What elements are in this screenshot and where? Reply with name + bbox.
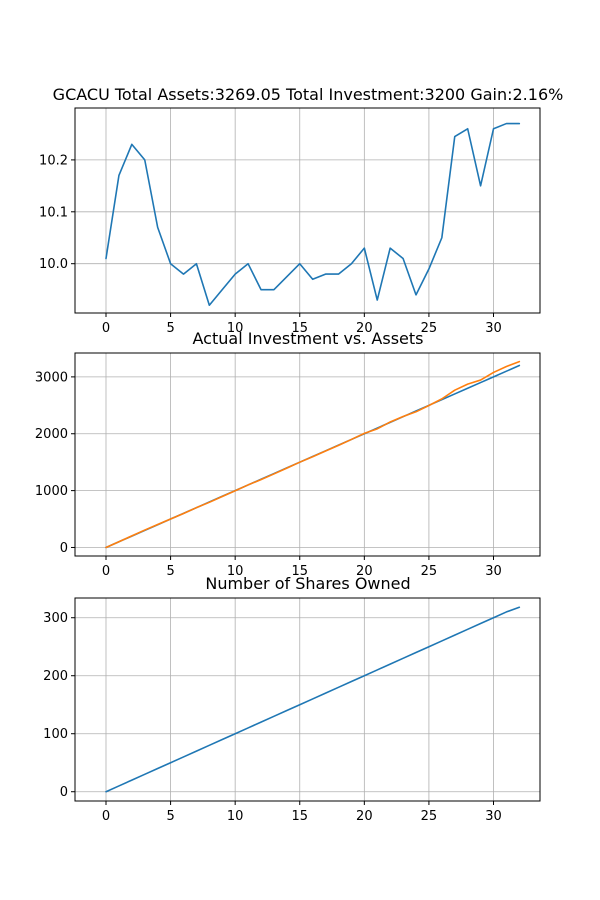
y-tick-label: 200: [43, 669, 68, 684]
y-tick-label: 300: [43, 611, 68, 626]
x-tick-label: 15: [291, 564, 308, 579]
chart-title: Number of Shares Owned: [205, 574, 410, 593]
series-line: [105, 360, 521, 549]
y-tick-label: 3000: [35, 370, 68, 385]
x-tick-label: 30: [485, 321, 502, 336]
grid: [75, 598, 540, 801]
y-tick-label: 10.0: [39, 257, 68, 272]
y-tick-label: 100: [43, 727, 68, 742]
y-tick-label: 0: [60, 785, 68, 800]
x-tick-label: 25: [421, 564, 438, 579]
x-tick-label: 25: [421, 321, 438, 336]
y-tick-label: 0: [60, 541, 68, 556]
series-group: [105, 606, 521, 793]
x-tick-label: 0: [102, 564, 110, 579]
x-tick-label: 30: [485, 809, 502, 824]
series-line: [105, 122, 521, 307]
axes-frame: [74, 107, 541, 314]
investment-vs-assets-panel: Actual Investment vs. Assets 0 5 10 15 20 25 3…: [35, 329, 541, 579]
x-tick-label: 20: [356, 564, 373, 579]
x-tick-label: 10: [227, 809, 244, 824]
series-line: [105, 606, 521, 793]
shares-owned-panel: Number of Shares Owned 0 5 10 15 20 25 3001002…: [43, 574, 541, 824]
x-tick-label: 20: [356, 809, 373, 824]
chart-title: GCACU Total Assets:3269.05 Total Investm…: [53, 85, 564, 104]
ticks: 0 5 10 15 20 25 30 10.0 10.1 10.2: [39, 153, 502, 336]
assets-price-panel: GCACU Total Assets:3269.05 Total Investm…: [39, 85, 563, 336]
grid: [75, 108, 540, 313]
axes-frame: [74, 597, 541, 802]
x-tick-label: 5: [166, 321, 174, 336]
x-tick-label: 10: [227, 321, 244, 336]
x-tick-label: 20: [356, 321, 373, 336]
x-tick-label: 15: [291, 321, 308, 336]
y-tick-label: 10.1: [39, 205, 68, 220]
y-tick-label: 10.2: [39, 153, 68, 168]
x-tick-label: 30: [485, 564, 502, 579]
series-group: [105, 360, 521, 549]
x-tick-label: 15: [291, 809, 308, 824]
grid: [75, 353, 540, 556]
y-tick-label: 1000: [35, 484, 68, 499]
chart-title: Actual Investment vs. Assets: [193, 329, 424, 348]
axes-frame: [74, 352, 541, 557]
x-tick-label: 5: [166, 809, 174, 824]
x-tick-label: 10: [227, 564, 244, 579]
series-group: [105, 122, 521, 307]
y-tick-label: 2000: [35, 427, 68, 442]
x-tick-label: 5: [166, 564, 174, 579]
x-tick-label: 0: [102, 321, 110, 336]
x-tick-label: 25: [421, 809, 438, 824]
x-tick-label: 0: [102, 809, 110, 824]
ticks: 0 5 10 15 20 25 30 0 1000 2000 3000: [35, 370, 502, 579]
